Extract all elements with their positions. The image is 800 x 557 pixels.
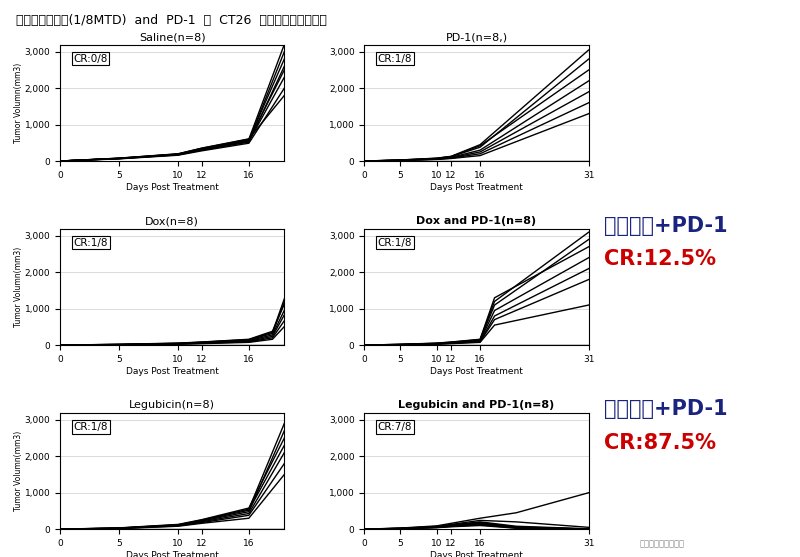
Text: CR:1/8: CR:1/8	[378, 54, 412, 64]
X-axis label: Days Post Treatment: Days Post Treatment	[126, 551, 218, 557]
Title: PD-1(n=8,): PD-1(n=8,)	[446, 32, 507, 42]
Text: 国际细胞临床与研究: 国际细胞临床与研究	[640, 540, 685, 549]
Text: CR:1/8: CR:1/8	[74, 422, 108, 432]
Text: CR:87.5%: CR:87.5%	[604, 433, 716, 453]
X-axis label: Days Post Treatment: Days Post Treatment	[430, 367, 523, 375]
Text: 低剂量莱古比星(1/8MTD)  and  PD-1  在  CT26  肿瘤模型中联合治疗: 低剂量莱古比星(1/8MTD) and PD-1 在 CT26 肿瘤模型中联合治…	[16, 14, 327, 27]
Title: Legubicin and PD-1(n=8): Legubicin and PD-1(n=8)	[398, 400, 554, 411]
Text: CR:1/8: CR:1/8	[74, 238, 108, 248]
Text: CR:7/8: CR:7/8	[378, 422, 412, 432]
Text: 莱古比星+PD-1: 莱古比星+PD-1	[604, 399, 728, 419]
Title: Saline(n=8): Saline(n=8)	[139, 32, 206, 42]
Text: CR:1/8: CR:1/8	[378, 238, 412, 248]
Text: CR:12.5%: CR:12.5%	[604, 249, 716, 269]
X-axis label: Days Post Treatment: Days Post Treatment	[126, 183, 218, 192]
Title: Dox(n=8): Dox(n=8)	[145, 217, 199, 227]
X-axis label: Days Post Treatment: Days Post Treatment	[126, 367, 218, 375]
X-axis label: Days Post Treatment: Days Post Treatment	[430, 183, 523, 192]
Text: 多柔比星+PD-1: 多柔比星+PD-1	[604, 216, 728, 236]
Text: CR:0/8: CR:0/8	[74, 54, 108, 64]
Y-axis label: Tumor Volumn(mm3): Tumor Volumn(mm3)	[14, 63, 23, 143]
X-axis label: Days Post Treatment: Days Post Treatment	[430, 551, 523, 557]
Title: Legubicin(n=8): Legubicin(n=8)	[129, 400, 215, 411]
Y-axis label: Tumor Volumn(mm3): Tumor Volumn(mm3)	[14, 431, 23, 511]
Y-axis label: Tumor Volumn(mm3): Tumor Volumn(mm3)	[14, 247, 23, 327]
Title: Dox and PD-1(n=8): Dox and PD-1(n=8)	[416, 217, 537, 227]
